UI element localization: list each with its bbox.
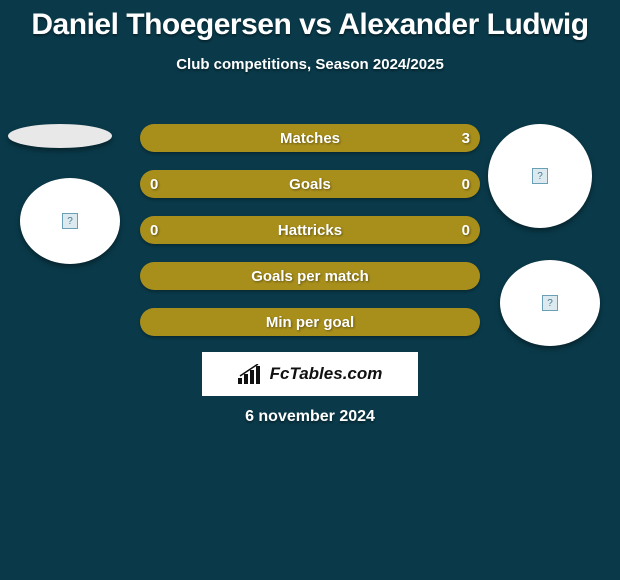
image-placeholder-icon: ? [62, 213, 78, 229]
player-avatar-bottom-left: ? [20, 178, 120, 264]
stat-label: Goals per match [251, 268, 369, 285]
page-title: Daniel Thoegersen vs Alexander Ludwig [0, 0, 620, 42]
stat-row-matches: Matches 3 [140, 124, 480, 152]
stat-row-hattricks: 0 Hattricks 0 [140, 216, 480, 244]
bar-chart-icon [238, 364, 264, 384]
subtitle: Club competitions, Season 2024/2025 [0, 56, 620, 73]
image-placeholder-icon: ? [532, 168, 548, 184]
stats-table: Matches 3 0 Goals 0 0 Hattricks 0 Goals … [140, 124, 480, 354]
stat-label: Hattricks [278, 222, 342, 239]
date-text: 6 november 2024 [0, 408, 620, 426]
stat-value-right: 3 [462, 130, 470, 147]
stat-row-goals: 0 Goals 0 [140, 170, 480, 198]
stat-value-right: 0 [462, 176, 470, 193]
stat-row-min-per-goal: Min per goal [140, 308, 480, 336]
image-placeholder-icon: ? [542, 295, 558, 311]
brand-badge: FcTables.com [202, 352, 418, 396]
stat-label: Matches [280, 130, 340, 147]
stat-value-right: 0 [462, 222, 470, 239]
brand-text: FcTables.com [270, 364, 383, 384]
stat-label: Goals [289, 176, 331, 193]
stat-label: Min per goal [266, 314, 354, 331]
player-avatar-top-right: ? [488, 124, 592, 228]
stat-value-left: 0 [150, 222, 158, 239]
player-avatar-bottom-right: ? [500, 260, 600, 346]
stat-row-goals-per-match: Goals per match [140, 262, 480, 290]
stat-value-left: 0 [150, 176, 158, 193]
player-avatar-top-left [8, 124, 112, 148]
